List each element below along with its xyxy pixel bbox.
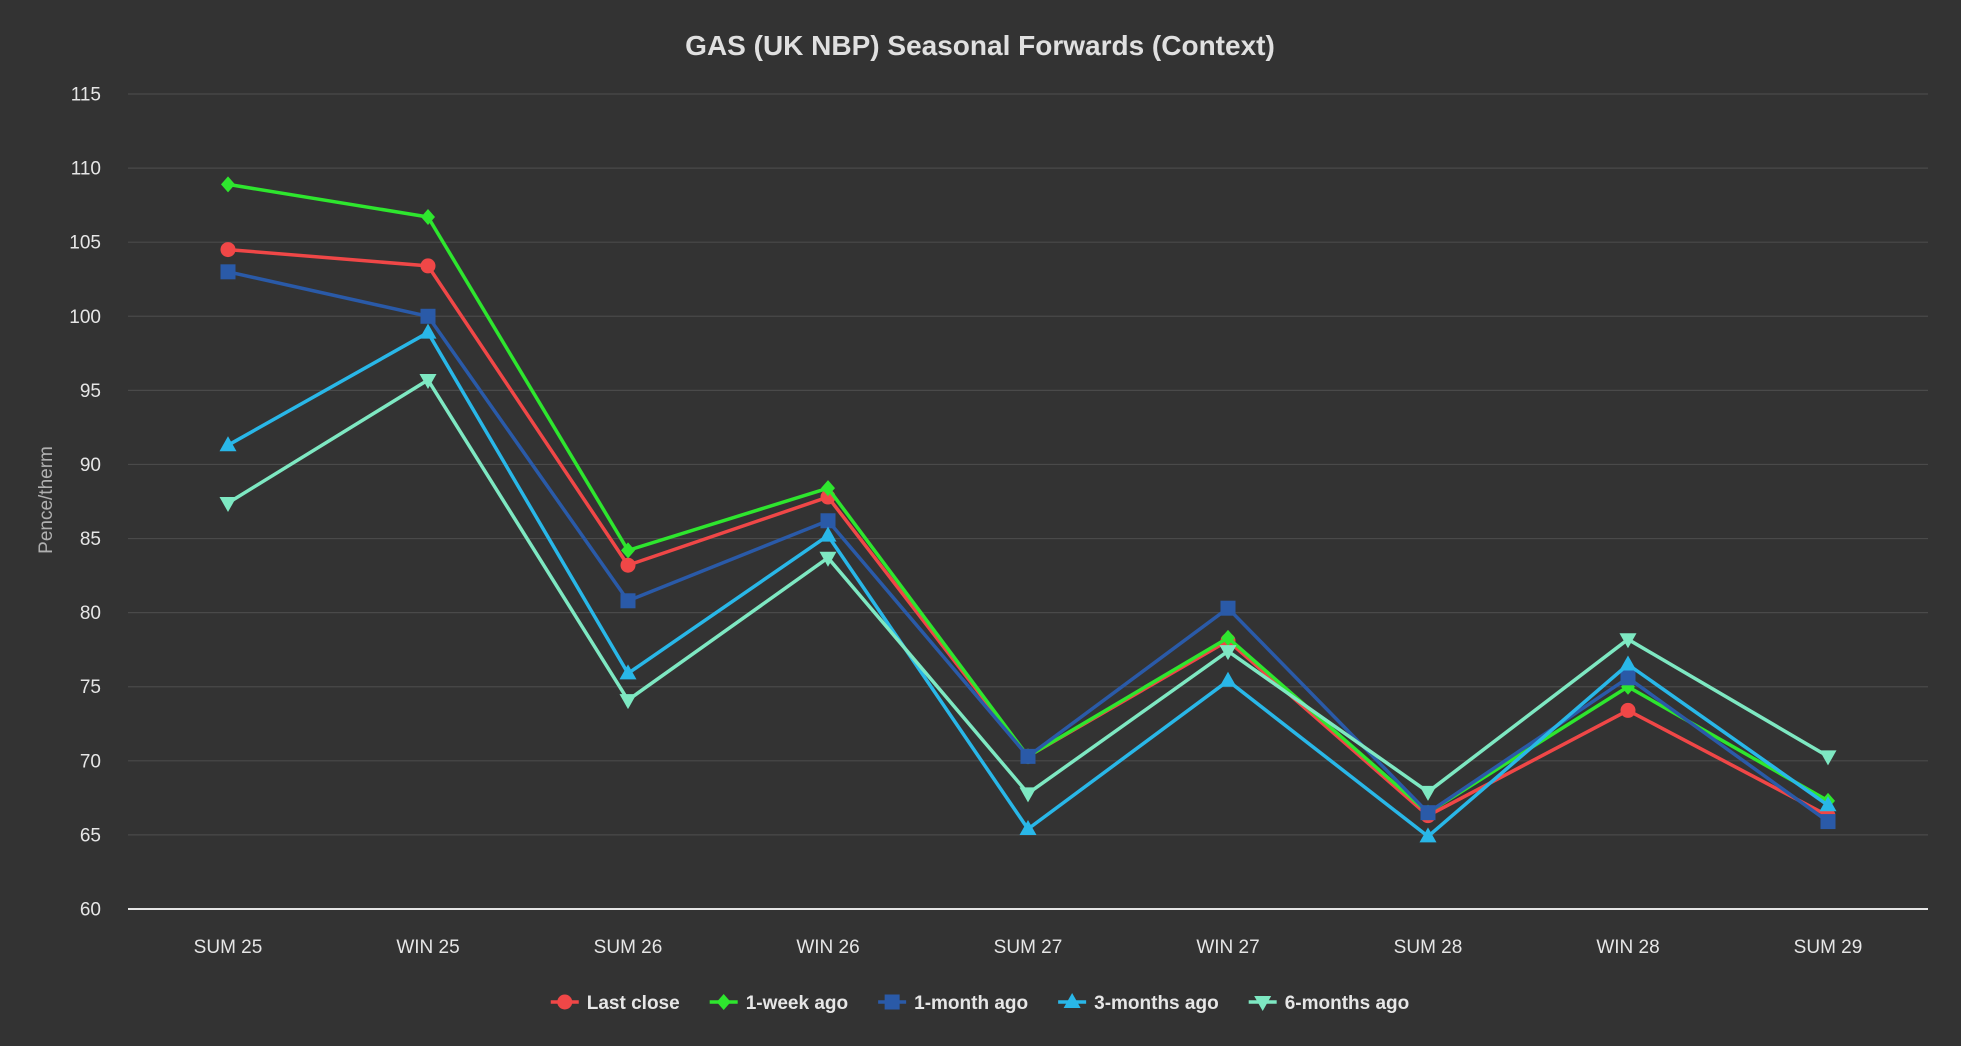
- x-tick-label: WIN 26: [796, 937, 859, 958]
- series-1-month-ago: [220, 264, 1836, 830]
- legend-label: 3-months ago: [1094, 993, 1219, 1014]
- data-point-1-month-ago: [1820, 814, 1836, 830]
- data-point-6-months-ago: [419, 373, 437, 389]
- data-point-6-months-ago: [819, 551, 837, 567]
- data-point-6-months-ago: [1219, 645, 1237, 661]
- data-point-3-months-ago: [419, 323, 437, 339]
- data-point-1-month-ago: [1220, 600, 1236, 616]
- x-tick-label: WIN 27: [1196, 937, 1259, 958]
- data-point-last-close: [620, 557, 636, 573]
- data-point-last-close: [1620, 702, 1636, 718]
- x-tick-label: SUM 26: [594, 937, 663, 958]
- x-tick-label: SUM 29: [1794, 937, 1863, 958]
- data-point-1-month-ago: [820, 513, 836, 529]
- data-point-3-months-ago: [1419, 827, 1437, 843]
- legend-marker-diamond-icon: [716, 994, 731, 1010]
- data-point-1-week-ago: [621, 542, 635, 559]
- y-tick-label: 95: [80, 381, 101, 402]
- y-tick-label: 115: [71, 85, 101, 106]
- series-line-last-close: [226, 247, 1830, 818]
- y-tick-label: 110: [71, 159, 101, 180]
- legend-label: Last close: [587, 993, 680, 1014]
- y-tick-label: 65: [80, 825, 101, 846]
- chart-title: GAS (UK NBP) Seasonal Forwards (Context): [685, 30, 1275, 61]
- legend-item-1-week-ago[interactable]: 1-week ago: [709, 993, 848, 1014]
- series-1-week-ago: [221, 176, 1835, 821]
- legend-item-3-months-ago[interactable]: 3-months ago: [1058, 993, 1219, 1014]
- series-line-1-month-ago: [226, 270, 1830, 824]
- data-point-1-week-ago: [1221, 629, 1235, 646]
- legend: Last close 1-week ago 1-month ago 3-months …: [550, 993, 1410, 1014]
- y-tick-label: 80: [80, 603, 101, 624]
- y-tick-label: 60: [80, 900, 101, 921]
- data-point-1-week-ago: [221, 176, 235, 193]
- data-point-3-months-ago: [1019, 819, 1037, 835]
- data-point-1-month-ago: [220, 264, 236, 280]
- data-point-1-month-ago: [620, 593, 636, 609]
- legend-marker-triangle-up-icon: [1063, 993, 1081, 1008]
- data-point-1-month-ago: [1020, 748, 1036, 764]
- y-tick-label: 85: [80, 529, 101, 550]
- data-point-6-months-ago: [1019, 787, 1037, 803]
- data-point-6-months-ago: [219, 496, 237, 512]
- data-point-1-week-ago: [421, 208, 435, 225]
- data-point-1-week-ago: [821, 480, 835, 497]
- data-point-3-months-ago: [819, 526, 837, 542]
- x-tick-label: WIN 28: [1596, 937, 1659, 958]
- y-tick-label: 75: [80, 677, 101, 698]
- series-last-close: [220, 242, 1836, 824]
- grid-lines: [128, 93, 1928, 836]
- data-point-3-months-ago: [1219, 671, 1237, 687]
- y-tick-label: 90: [80, 455, 101, 476]
- legend-item-last-close[interactable]: Last close: [550, 993, 680, 1014]
- series-group: [219, 176, 1837, 843]
- y-tick-label: 100: [69, 307, 101, 328]
- data-point-1-month-ago: [1420, 805, 1436, 821]
- data-point-6-months-ago: [1619, 633, 1637, 649]
- series-6-months-ago: [219, 373, 1837, 803]
- data-point-1-month-ago: [1620, 670, 1636, 686]
- data-point-3-months-ago: [219, 436, 237, 452]
- legend-item-1-month-ago[interactable]: 1-month ago: [878, 993, 1028, 1014]
- data-point-last-close: [420, 258, 436, 274]
- data-point-last-close: [220, 242, 236, 258]
- legend-marker-triangle-down-icon: [1254, 996, 1272, 1011]
- data-point-6-months-ago: [1819, 750, 1837, 766]
- legend-label: 1-week ago: [746, 993, 848, 1014]
- x-tick-label: SUM 28: [1394, 937, 1463, 958]
- legend-marker-circle-icon: [557, 994, 573, 1010]
- data-point-3-months-ago: [1819, 796, 1837, 812]
- y-axis-ticks: 60 65 70 75 80 85 90 95 100 105 110 115: [69, 85, 101, 921]
- x-tick-label: SUM 25: [194, 937, 263, 958]
- series-3-months-ago: [219, 323, 1837, 843]
- x-tick-label: SUM 27: [994, 937, 1063, 958]
- data-point-1-month-ago: [420, 308, 436, 324]
- x-axis-ticks: SUM 25 WIN 25 SUM 26 WIN 26 SUM 27 WIN 27 SUM …: [194, 937, 1863, 958]
- x-tick-label: WIN 25: [396, 937, 459, 958]
- legend-marker-square-icon: [884, 994, 900, 1010]
- legend-label: 1-month ago: [914, 993, 1028, 1014]
- series-line-1-week-ago: [226, 182, 1830, 815]
- data-point-3-months-ago: [619, 664, 637, 680]
- legend-label: 6-months ago: [1285, 993, 1410, 1014]
- data-point-3-months-ago: [1619, 655, 1637, 671]
- legend-item-6-months-ago[interactable]: 6-months ago: [1248, 993, 1410, 1014]
- y-axis-label: Pence/therm: [36, 446, 57, 554]
- y-tick-label: 70: [80, 751, 101, 772]
- data-point-6-months-ago: [619, 694, 637, 710]
- y-tick-label: 105: [69, 233, 101, 254]
- data-point-6-months-ago: [1419, 785, 1437, 801]
